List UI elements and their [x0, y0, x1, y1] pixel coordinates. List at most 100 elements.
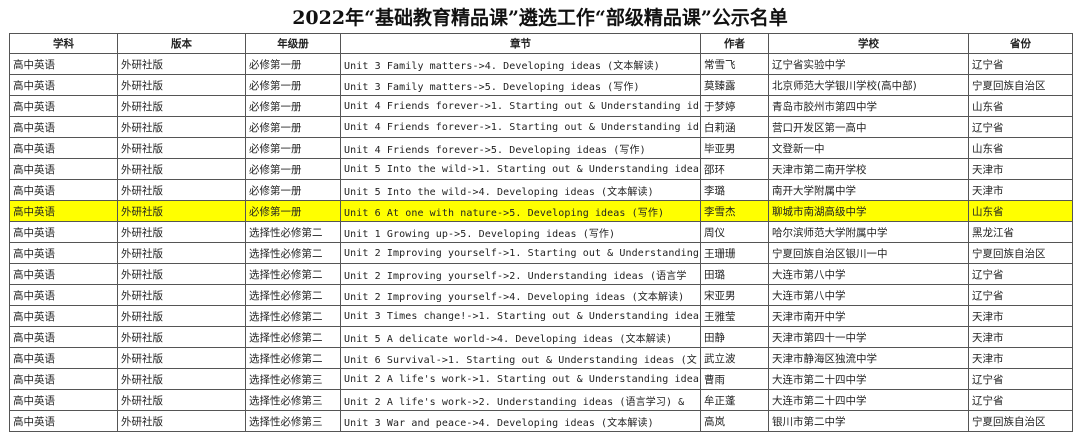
table-cell: 选择性必修第二	[245, 347, 341, 369]
table-cell: 宁夏回族自治区	[968, 74, 1073, 96]
table-cell: 莫臻露	[700, 74, 769, 96]
table-cell: 外研社版	[117, 74, 246, 96]
table-row: 高中英语 外研社版 必修第一册 Unit 4 Friends forever->1. …	[9, 95, 1073, 117]
table-cell: 天津市第二南开学校	[768, 158, 969, 180]
table-cell: 选择性必修第二	[245, 326, 341, 348]
table-cell: 高中英语	[9, 158, 118, 180]
table-row: 高中英语 外研社版 选择性必修第三 Unit 3 War and peace->4. …	[9, 410, 1073, 432]
table-cell: 白莉涵	[700, 116, 769, 138]
table-row: 高中英语 外研社版 选择性必修第二 Unit 1 Growing up->5. Dev…	[9, 221, 1073, 243]
table-cell: 选择性必修第二	[245, 221, 341, 243]
table-row: 高中英语 外研社版 选择性必修第三 Unit 2 A life's work->1. …	[9, 368, 1073, 390]
table-cell: 王雅莹	[700, 305, 769, 327]
table-cell: 高中英语	[9, 242, 118, 264]
table-cell: 选择性必修第二	[245, 242, 341, 264]
table-cell: 武立波	[700, 347, 769, 369]
table-cell: 必修第一册	[245, 200, 341, 222]
table-cell: 外研社版	[117, 347, 246, 369]
table-cell: 外研社版	[117, 116, 246, 138]
table-row: 高中英语 外研社版 选择性必修第二 Unit 2 Improving yourself…	[9, 242, 1073, 264]
table-cell: 必修第一册	[245, 74, 341, 96]
table-cell: 宁夏回族自治区	[968, 410, 1073, 432]
table-cell: 南开大学附属中学	[768, 179, 969, 201]
table-cell: Unit 4 Friends forever->1. Starting out …	[340, 95, 701, 117]
table-cell: 田静	[700, 326, 769, 348]
table-row: 高中英语 外研社版 必修第一册 Unit 4 Friends forever->5. …	[9, 137, 1073, 159]
table-cell: 高中英语	[9, 368, 118, 390]
table-cell: 辽宁省	[968, 284, 1073, 306]
table-row: 高中英语 外研社版 必修第一册 Unit 6 At one with nature->…	[9, 200, 1073, 222]
table-cell: Unit 2 Improving yourself->4. Developing…	[340, 284, 701, 306]
table-cell: 高中英语	[9, 95, 118, 117]
table-cell: 辽宁省实验中学	[768, 53, 969, 75]
table-cell: 必修第一册	[245, 158, 341, 180]
table-cell: 毕亚男	[700, 137, 769, 159]
table-cell: 选择性必修第二	[245, 284, 341, 306]
table-cell: 哈尔滨师范大学附属中学	[768, 221, 969, 243]
table-cell: 外研社版	[117, 158, 246, 180]
table-cell: 外研社版	[117, 179, 246, 201]
header-cell: 版本	[117, 33, 246, 54]
table-cell: 天津市	[968, 158, 1073, 180]
table-cell: 文登新一中	[768, 137, 969, 159]
table-cell: 山东省	[968, 200, 1073, 222]
table-cell: 大连市第八中学	[768, 263, 969, 285]
table: 学科 版本 年级册 章节 作者 学校 省份 高中英语 外研社版 必修第一册 Unit 3 Fami…	[9, 33, 1073, 432]
table-cell: 牟正蓬	[700, 389, 769, 411]
table-cell: 大连市第二十四中学	[768, 389, 969, 411]
table-cell: Unit 4 Friends forever->1. Starting out …	[340, 116, 701, 138]
table-cell: 辽宁省	[968, 263, 1073, 285]
table-cell: 北京师范大学银川学校(高中部)	[768, 74, 969, 96]
table-cell: Unit 2 Improving yourself->1. Starting o…	[340, 242, 701, 264]
table-row: 高中英语 外研社版 选择性必修第二 Unit 2 Improving yourself…	[9, 263, 1073, 285]
table-cell: 山东省	[968, 137, 1073, 159]
table-row: 高中英语 外研社版 选择性必修第二 Unit 2 Improving yourself…	[9, 284, 1073, 306]
table-cell: 王珊珊	[700, 242, 769, 264]
table-cell: 银川市第二中学	[768, 410, 969, 432]
table-cell: 周仪	[700, 221, 769, 243]
table-cell: 曹雨	[700, 368, 769, 390]
table-cell: 聊城市南湖高级中学	[768, 200, 969, 222]
table-cell: 必修第一册	[245, 137, 341, 159]
header-cell: 学科	[9, 33, 118, 54]
table-cell: 营口开发区第一高中	[768, 116, 969, 138]
table-row: 高中英语 外研社版 必修第一册 Unit 5 Into the wild->4. De…	[9, 179, 1073, 201]
table-cell: 外研社版	[117, 95, 246, 117]
table-cell: 高中英语	[9, 137, 118, 159]
table-cell: 天津市	[968, 179, 1073, 201]
table-row: 高中英语 外研社版 选择性必修第二 Unit 5 A delicate world->…	[9, 326, 1073, 348]
header-cell: 章节	[340, 33, 701, 54]
table-cell: Unit 6 Survival->1. Starting out & Under…	[340, 347, 701, 369]
table-cell: Unit 3 Family matters->5. Developing ide…	[340, 74, 701, 96]
header-row: 学科 版本 年级册 章节 作者 学校 省份	[9, 33, 1073, 54]
table-cell: 山东省	[968, 95, 1073, 117]
table-cell: Unit 3 Family matters->4. Developing ide…	[340, 53, 701, 75]
table-cell: 外研社版	[117, 200, 246, 222]
table-cell: 选择性必修第三	[245, 368, 341, 390]
table-cell: 邵环	[700, 158, 769, 180]
table-cell: 高中英语	[9, 389, 118, 411]
table-cell: Unit 5 Into the wild->1. Starting out & …	[340, 158, 701, 180]
table-cell: Unit 5 Into the wild->4. Developing idea…	[340, 179, 701, 201]
table-cell: Unit 3 War and peace->4. Developing idea…	[340, 410, 701, 432]
table-cell: 天津市第四十一中学	[768, 326, 969, 348]
table-cell: 黑龙江省	[968, 221, 1073, 243]
table-cell: 辽宁省	[968, 53, 1073, 75]
table-cell: 外研社版	[117, 305, 246, 327]
header-cell: 年级册	[245, 33, 341, 54]
table-row: 高中英语 外研社版 必修第一册 Unit 3 Family matters->5. D…	[9, 74, 1073, 96]
table-cell: 天津市南开中学	[768, 305, 969, 327]
table-cell: 高中英语	[9, 116, 118, 138]
table-cell: 辽宁省	[968, 116, 1073, 138]
table-cell: 外研社版	[117, 137, 246, 159]
table-cell: 高中英语	[9, 74, 118, 96]
table-cell: Unit 1 Growing up->5. Developing ideas (…	[340, 221, 701, 243]
table-cell: 外研社版	[117, 53, 246, 75]
table-cell: 李璐	[700, 179, 769, 201]
table-cell: 外研社版	[117, 389, 246, 411]
table-cell: Unit 4 Friends forever->5. Developing id…	[340, 137, 701, 159]
table-cell: 高中英语	[9, 263, 118, 285]
header-cell: 作者	[700, 33, 769, 54]
table-cell: 宋亚男	[700, 284, 769, 306]
